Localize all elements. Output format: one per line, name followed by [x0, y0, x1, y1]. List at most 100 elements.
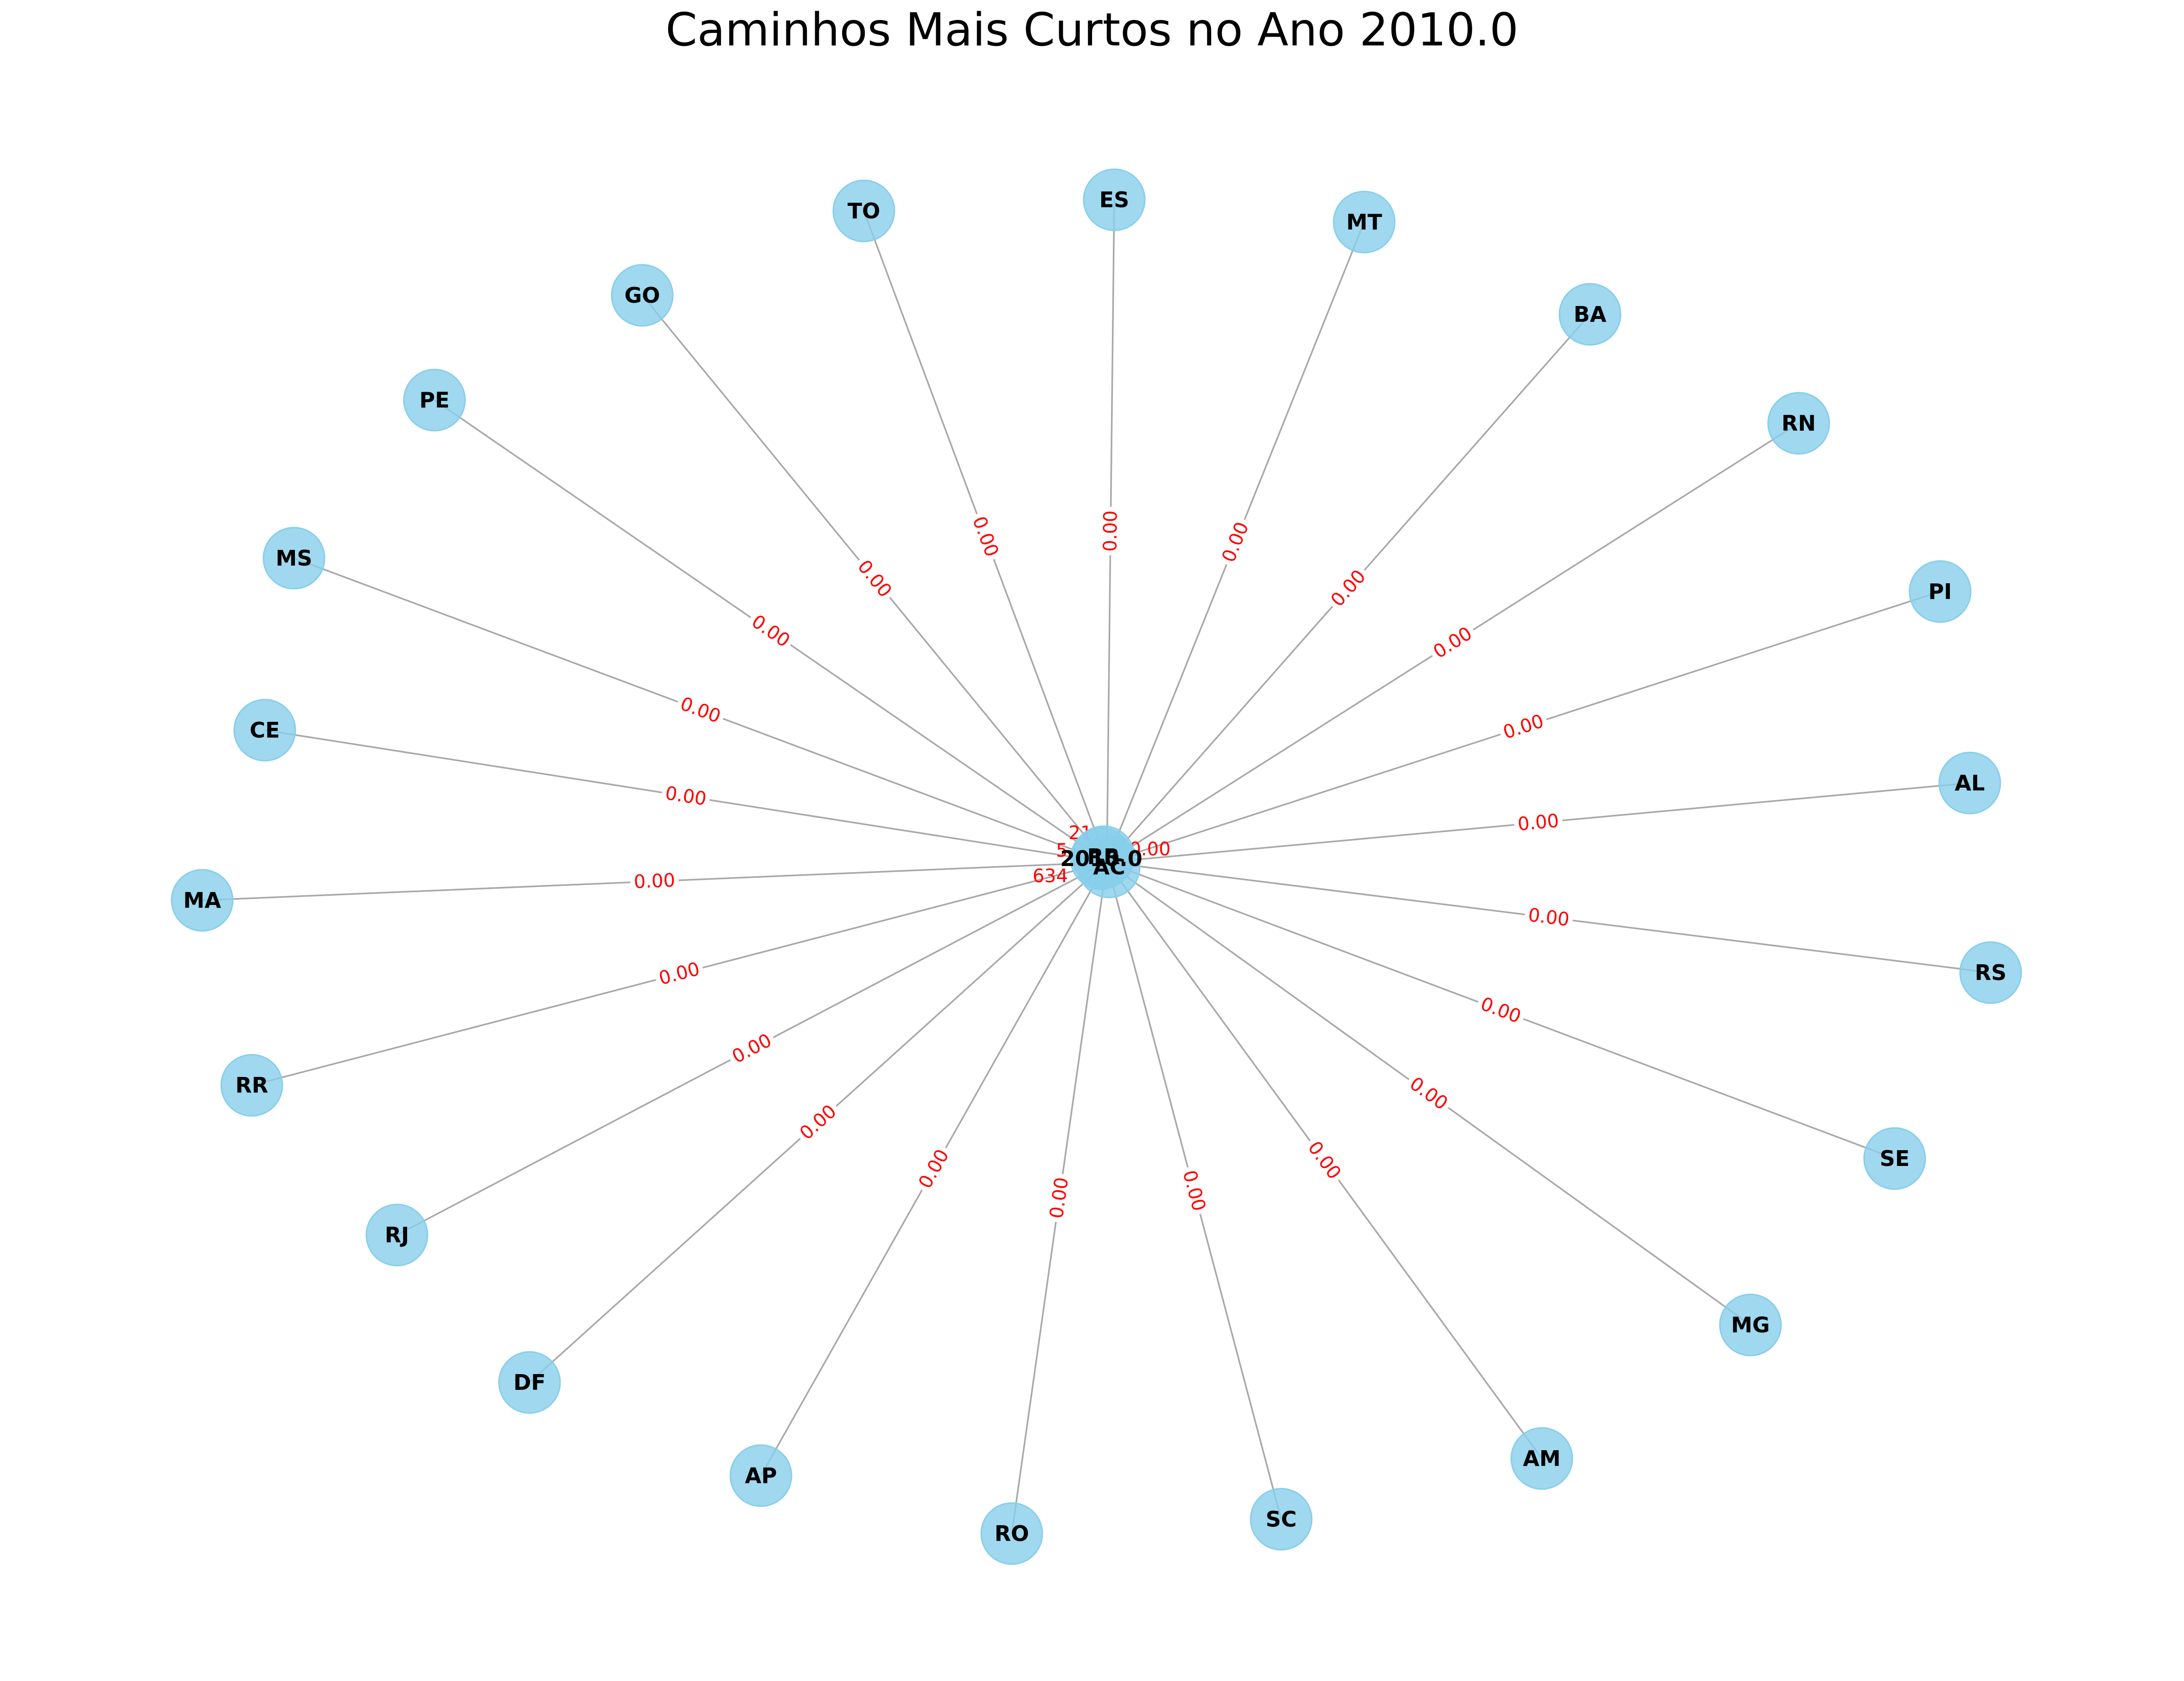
node-rr[interactable]: RR	[220, 1054, 283, 1117]
node-circle[interactable]	[832, 179, 895, 242]
edge-label-ma: 0.00	[630, 868, 679, 895]
center-node-circle[interactable]	[1070, 827, 1133, 890]
node-label: RN	[1782, 411, 1816, 436]
edge-label-al: 0.00	[1513, 808, 1564, 837]
node-label: AM	[1523, 1446, 1560, 1471]
node-label: MS	[276, 546, 313, 571]
node-to[interactable]: TO	[832, 179, 895, 242]
node-circle[interactable]	[171, 869, 234, 932]
node-am[interactable]: AM	[1510, 1427, 1573, 1490]
node-mg[interactable]: MG	[1719, 1293, 1782, 1356]
node-circle[interactable]	[729, 1444, 792, 1507]
node-label: AP	[745, 1463, 777, 1488]
node-rj[interactable]: RJ	[365, 1203, 428, 1267]
node-circle[interactable]	[365, 1203, 428, 1267]
node-label: ES	[1099, 187, 1130, 212]
center-node-label: RR	[1087, 844, 1120, 869]
node-ce[interactable]: CE	[233, 699, 296, 762]
edge-label-mg: 0.00	[1402, 1070, 1456, 1118]
node-rn[interactable]: RN	[1767, 392, 1830, 455]
node-ap[interactable]: AP	[729, 1444, 792, 1507]
node-label: RO	[995, 1521, 1029, 1546]
node-circle[interactable]	[403, 369, 466, 432]
node-label: RS	[1975, 960, 2007, 985]
node-label: DF	[513, 1370, 546, 1395]
node-circle[interactable]	[1767, 392, 1830, 455]
edge-label-ms: 0.00	[673, 690, 728, 730]
node-circle[interactable]	[611, 264, 674, 327]
edge-label-df: 0.00	[792, 1097, 844, 1148]
edge-label-rn: 0.00	[1426, 619, 1480, 666]
node-circle[interactable]	[1959, 941, 2022, 1004]
node-al[interactable]: AL	[1938, 751, 2001, 815]
node-circle[interactable]	[1510, 1427, 1573, 1490]
node-circle[interactable]	[1719, 1293, 1782, 1356]
edge-label-rr: 0.00	[653, 956, 706, 992]
node-circle[interactable]	[220, 1054, 283, 1117]
edge-label-es: 0.00	[1098, 507, 1123, 555]
node-circle[interactable]	[1863, 1127, 1926, 1190]
nodes-layer: TO ES MT BA RN PI AL RS SE MG AM SC RO AP DF RJ RR MA CE MS…	[171, 168, 2022, 1565]
node-label: PI	[1929, 579, 1952, 604]
node-circle[interactable]	[980, 1502, 1043, 1565]
edge-label-ap: 0.00	[911, 1142, 957, 1196]
node-circle[interactable]	[1558, 283, 1622, 346]
node-df[interactable]: DF	[498, 1351, 561, 1414]
node-label: BA	[1574, 302, 1607, 327]
node-pi[interactable]: PI	[1909, 560, 1972, 623]
edge-label-ro: 0.00	[1044, 1172, 1075, 1224]
node-label: CE	[249, 718, 280, 743]
node-rs[interactable]: RS	[1959, 941, 2022, 1004]
node-label: SE	[1880, 1146, 1910, 1171]
edge-label-text: 0.00	[1178, 1168, 1209, 1214]
edge-label-go: 0.00	[849, 552, 900, 605]
center-node-label: AC	[1093, 854, 1125, 879]
node-label: AL	[1955, 770, 1985, 796]
edge-label-pi: 0.00	[1497, 708, 1550, 746]
center-node-label: 2010.0	[1060, 846, 1143, 871]
node-es[interactable]: ES	[1083, 168, 1146, 231]
chart-title: Caminhos Mais Curtos no Ano 2010.0	[665, 4, 1518, 57]
node-ma[interactable]: MA	[171, 869, 234, 932]
node-sc[interactable]: SC	[1250, 1488, 1313, 1551]
center-edge-label-fragment: 5	[1056, 840, 1067, 861]
node-label: SC	[1266, 1507, 1297, 1532]
edge-label-text: 0.00	[633, 870, 676, 893]
node-circle[interactable]	[498, 1351, 561, 1414]
node-pe[interactable]: PE	[403, 369, 466, 432]
node-go[interactable]: GO	[611, 264, 674, 327]
node-label: GO	[625, 283, 660, 308]
edge-label-am: 0.00	[1300, 1133, 1348, 1187]
edge-labels-layer: 0.00 0.00 0.00 0.00 0.00 0.00 0.00 0.00 0.00 0.00…	[630, 507, 1574, 1224]
node-label: RR	[236, 1073, 268, 1098]
center-edge-label-fragment: 634	[1033, 866, 1068, 887]
node-circle[interactable]	[1083, 168, 1146, 231]
node-label: MG	[1731, 1312, 1770, 1337]
node-ms[interactable]: MS	[262, 527, 326, 590]
node-label: MT	[1346, 210, 1382, 235]
edge-label-text: 0.00	[1100, 510, 1122, 552]
node-mt[interactable]: MT	[1333, 191, 1396, 254]
node-circle[interactable]	[1250, 1488, 1313, 1551]
node-label: PE	[419, 388, 449, 413]
edge-label-text: 0.00	[657, 958, 702, 989]
node-circle[interactable]	[262, 527, 326, 590]
node-circle[interactable]	[233, 699, 296, 762]
edge-label-pe: 0.00	[744, 607, 798, 655]
node-ro[interactable]: RO	[980, 1502, 1043, 1565]
edge-label-text: 0.00	[1527, 904, 1571, 931]
node-label: MA	[183, 888, 221, 913]
edge-label-se: 0.00	[1474, 990, 1528, 1031]
edge-label-ba: 0.00	[1323, 562, 1373, 615]
node-label: TO	[848, 198, 880, 223]
node-circle[interactable]	[1333, 191, 1396, 254]
node-circle[interactable]	[1938, 751, 2001, 815]
node-circle[interactable]	[1909, 560, 1972, 623]
edge-label-rs: 0.00	[1523, 902, 1574, 933]
node-ba[interactable]: BA	[1558, 283, 1622, 346]
edge-label-to: 0.00	[965, 509, 1005, 564]
edge-label-text: 0.00	[1517, 810, 1560, 835]
node-se[interactable]: SE	[1863, 1127, 1926, 1190]
